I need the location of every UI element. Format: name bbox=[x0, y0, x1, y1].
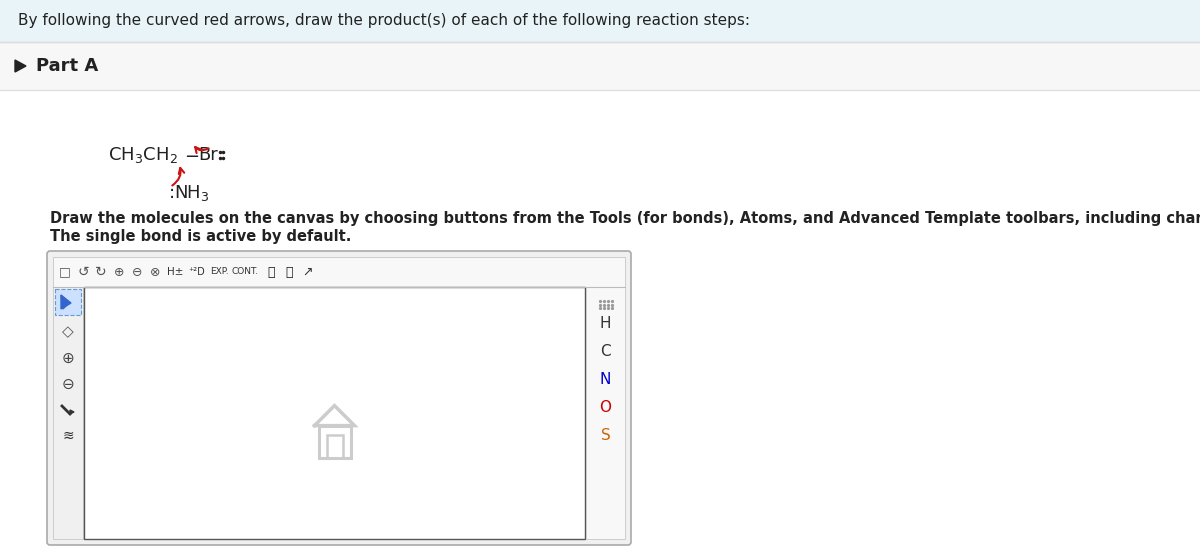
Text: 🛈: 🛈 bbox=[268, 266, 275, 278]
Text: ↗: ↗ bbox=[301, 266, 312, 278]
Text: ⁺²D: ⁺²D bbox=[188, 267, 205, 277]
Text: ⊖: ⊖ bbox=[132, 266, 143, 278]
Text: ↻: ↻ bbox=[95, 265, 107, 279]
Text: N: N bbox=[600, 372, 611, 387]
Bar bbox=[84, 287, 586, 539]
Bar bbox=[53, 257, 625, 287]
Text: ⊕: ⊕ bbox=[114, 266, 125, 278]
Bar bbox=[0, 42, 1200, 90]
Text: Br: Br bbox=[198, 146, 217, 164]
Bar bbox=[53, 287, 83, 539]
Polygon shape bbox=[61, 295, 71, 309]
Text: ⊗: ⊗ bbox=[150, 266, 161, 278]
Polygon shape bbox=[70, 410, 74, 414]
Text: ⊕: ⊕ bbox=[61, 350, 74, 365]
Bar bbox=[318, 426, 350, 458]
Bar bbox=[326, 435, 342, 458]
Polygon shape bbox=[61, 295, 67, 309]
Text: ⊖: ⊖ bbox=[61, 377, 74, 392]
Text: :NH$_3$: :NH$_3$ bbox=[168, 183, 210, 203]
Text: Draw the molecules on the canvas by choosing buttons from the Tools (for bonds),: Draw the molecules on the canvas by choo… bbox=[50, 210, 1200, 225]
Text: ❓: ❓ bbox=[286, 266, 293, 278]
Text: CH$_3$CH$_2$: CH$_3$CH$_2$ bbox=[108, 145, 178, 165]
Bar bbox=[586, 287, 625, 539]
Text: H±: H± bbox=[167, 267, 184, 277]
Text: Part A: Part A bbox=[36, 57, 98, 75]
Polygon shape bbox=[14, 60, 26, 72]
Text: ◇: ◇ bbox=[62, 325, 74, 339]
Text: ↺: ↺ bbox=[77, 265, 89, 279]
Text: By following the curved red arrows, draw the product(s) of each of the following: By following the curved red arrows, draw… bbox=[18, 13, 750, 28]
Text: $-$: $-$ bbox=[184, 146, 199, 164]
Text: C: C bbox=[600, 344, 611, 358]
Text: EXP.: EXP. bbox=[210, 267, 228, 277]
Bar bbox=[0, 0, 1200, 42]
Text: CONT.: CONT. bbox=[232, 267, 258, 277]
Text: ≋: ≋ bbox=[62, 429, 74, 443]
Text: □: □ bbox=[59, 266, 71, 278]
Text: H: H bbox=[600, 315, 611, 330]
Bar bbox=[0, 90, 1200, 558]
Bar bbox=[55, 289, 82, 315]
Text: S: S bbox=[601, 427, 611, 442]
Text: O: O bbox=[600, 400, 612, 415]
FancyBboxPatch shape bbox=[47, 251, 631, 545]
Text: The single bond is active by default.: The single bond is active by default. bbox=[50, 228, 352, 243]
